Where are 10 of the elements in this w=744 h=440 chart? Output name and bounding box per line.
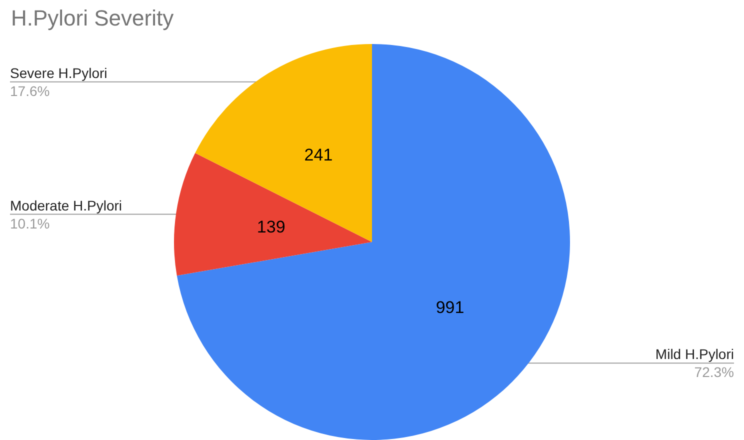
text: 72.3%: [694, 364, 734, 380]
slice-label: Moderate H.Pylori: [10, 197, 122, 214]
data-label: 139: [256, 217, 286, 236]
chart-title: H.Pylori Severity: [11, 6, 174, 30]
slice-label: Mild H.Pylori: [655, 346, 734, 362]
text: 17.6%: [10, 82, 50, 99]
text: 10.1%: [10, 215, 50, 232]
data-label: 241: [304, 146, 333, 165]
slice-label: Severe H.Pylori: [10, 64, 108, 81]
data-label: 991: [436, 298, 464, 318]
